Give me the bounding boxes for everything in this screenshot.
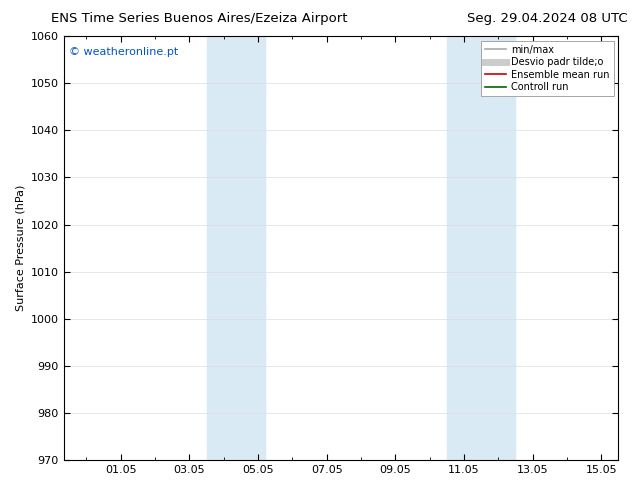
Text: ENS Time Series Buenos Aires/Ezeiza Airport: ENS Time Series Buenos Aires/Ezeiza Airp… (51, 12, 347, 25)
Text: © weatheronline.pt: © weatheronline.pt (69, 47, 178, 57)
Text: Seg. 29.04.2024 08 UTC: Seg. 29.04.2024 08 UTC (467, 12, 628, 25)
Legend: min/max, Desvio padr tilde;o, Ensemble mean run, Controll run: min/max, Desvio padr tilde;o, Ensemble m… (481, 41, 614, 96)
Bar (447, 36, 515, 460)
Bar (207, 36, 265, 460)
Y-axis label: Surface Pressure (hPa): Surface Pressure (hPa) (15, 185, 25, 311)
